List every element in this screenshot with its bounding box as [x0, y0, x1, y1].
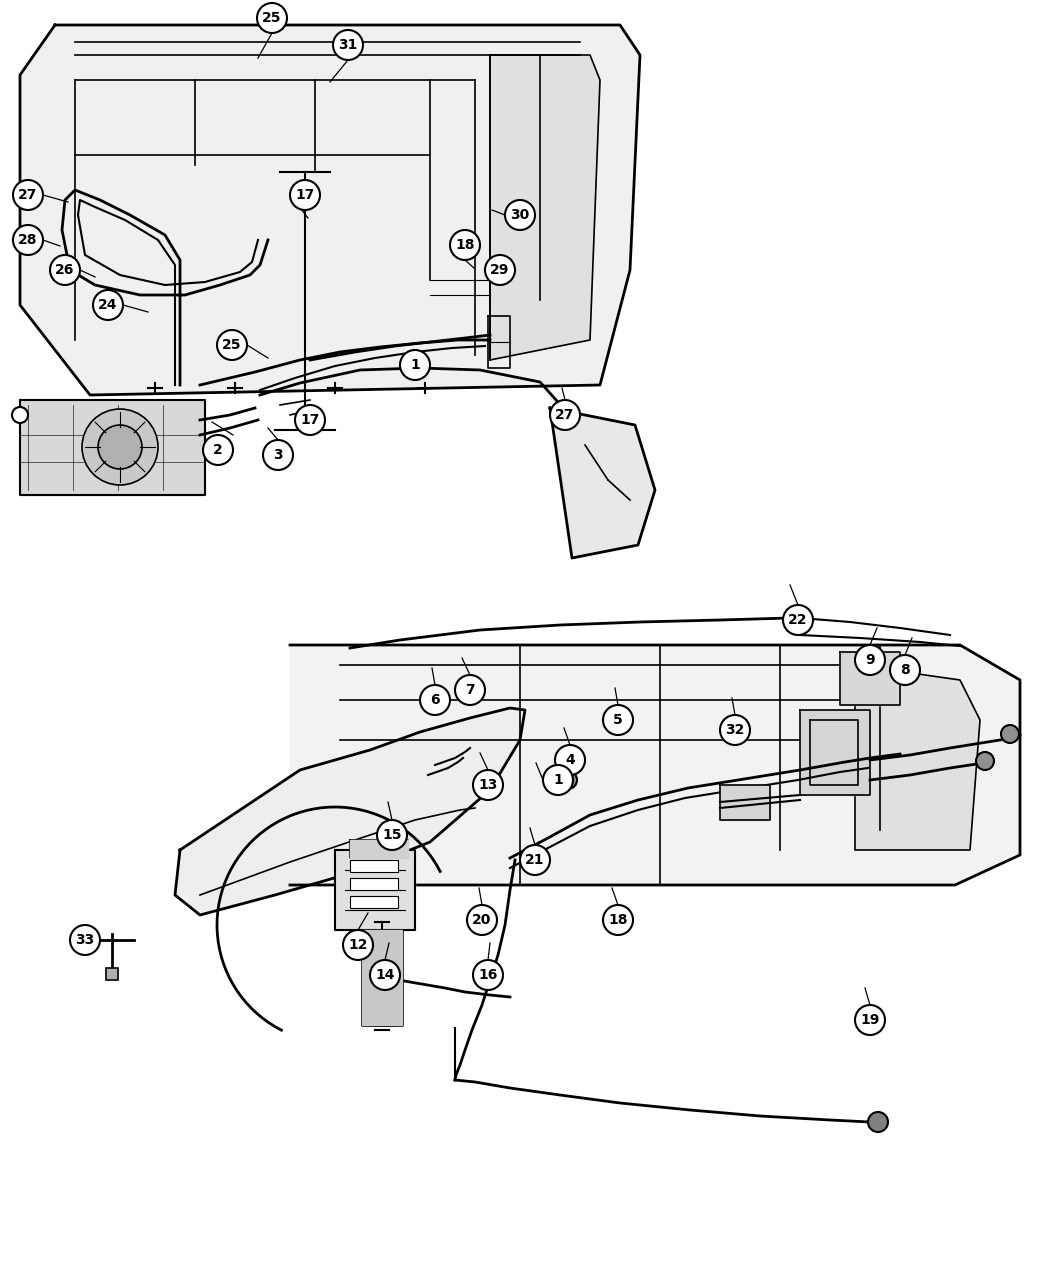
- Circle shape: [93, 289, 123, 320]
- Text: 17: 17: [300, 413, 319, 427]
- Text: 1: 1: [553, 773, 563, 787]
- Polygon shape: [20, 26, 640, 395]
- Text: 26: 26: [56, 263, 75, 277]
- Circle shape: [400, 351, 430, 380]
- Text: 20: 20: [472, 913, 491, 927]
- Text: 1: 1: [411, 358, 420, 372]
- Polygon shape: [350, 840, 408, 858]
- Text: 4: 4: [565, 754, 575, 768]
- Text: 8: 8: [900, 663, 910, 677]
- Circle shape: [472, 770, 503, 799]
- Text: 18: 18: [608, 913, 628, 927]
- Polygon shape: [175, 708, 525, 915]
- Text: 19: 19: [860, 1014, 880, 1026]
- Text: 24: 24: [99, 298, 118, 312]
- Circle shape: [257, 3, 287, 33]
- Text: 5: 5: [613, 713, 623, 727]
- Text: 27: 27: [18, 187, 38, 201]
- Circle shape: [783, 606, 813, 635]
- Circle shape: [333, 31, 363, 60]
- Circle shape: [370, 960, 400, 989]
- Circle shape: [976, 752, 994, 770]
- Circle shape: [890, 655, 920, 685]
- Text: 14: 14: [375, 968, 395, 982]
- Text: 2: 2: [213, 442, 223, 456]
- Text: 25: 25: [223, 338, 242, 352]
- Circle shape: [855, 1005, 885, 1035]
- Circle shape: [203, 435, 233, 465]
- Circle shape: [377, 820, 407, 850]
- Text: 15: 15: [382, 827, 402, 842]
- Text: 18: 18: [456, 238, 475, 252]
- Circle shape: [603, 705, 633, 734]
- Circle shape: [455, 674, 485, 705]
- Circle shape: [262, 440, 293, 470]
- Polygon shape: [350, 896, 398, 908]
- Circle shape: [505, 200, 536, 230]
- Text: 33: 33: [76, 933, 94, 947]
- Circle shape: [295, 405, 326, 435]
- Circle shape: [217, 330, 247, 360]
- Text: 17: 17: [295, 187, 315, 201]
- Text: 28: 28: [18, 233, 38, 247]
- Circle shape: [13, 224, 43, 255]
- Polygon shape: [350, 878, 398, 890]
- Circle shape: [555, 745, 585, 775]
- Text: 21: 21: [525, 853, 545, 867]
- Polygon shape: [490, 55, 600, 360]
- Circle shape: [543, 765, 573, 796]
- Circle shape: [70, 924, 100, 955]
- Polygon shape: [362, 929, 402, 1025]
- Circle shape: [98, 425, 142, 469]
- Text: 13: 13: [479, 778, 498, 792]
- Circle shape: [855, 645, 885, 674]
- Circle shape: [467, 905, 497, 935]
- Text: 29: 29: [490, 263, 509, 277]
- Polygon shape: [550, 408, 655, 558]
- Text: 32: 32: [726, 723, 744, 737]
- Circle shape: [13, 180, 43, 210]
- Polygon shape: [20, 400, 205, 495]
- Polygon shape: [350, 861, 398, 872]
- Text: 27: 27: [555, 408, 574, 422]
- Polygon shape: [855, 666, 980, 850]
- Polygon shape: [106, 968, 118, 980]
- Polygon shape: [840, 652, 900, 705]
- Circle shape: [485, 255, 514, 286]
- Circle shape: [472, 960, 503, 989]
- Text: 12: 12: [349, 938, 368, 952]
- Circle shape: [520, 845, 550, 875]
- Text: 22: 22: [789, 613, 807, 627]
- Text: 3: 3: [273, 448, 282, 462]
- Text: 25: 25: [262, 11, 281, 26]
- Text: 9: 9: [865, 653, 875, 667]
- Circle shape: [50, 255, 80, 286]
- Polygon shape: [290, 645, 1020, 885]
- Circle shape: [1001, 725, 1018, 743]
- Circle shape: [450, 230, 480, 260]
- Circle shape: [12, 407, 28, 423]
- Circle shape: [82, 409, 158, 484]
- Circle shape: [550, 400, 580, 430]
- Circle shape: [868, 1112, 888, 1132]
- Text: 7: 7: [465, 683, 475, 697]
- Circle shape: [343, 929, 373, 960]
- Circle shape: [420, 685, 450, 715]
- Polygon shape: [800, 710, 870, 796]
- Polygon shape: [335, 850, 415, 929]
- Circle shape: [720, 715, 750, 745]
- Polygon shape: [720, 785, 770, 820]
- Text: 31: 31: [338, 38, 358, 52]
- Text: 6: 6: [430, 694, 440, 708]
- Circle shape: [603, 905, 633, 935]
- Circle shape: [290, 180, 320, 210]
- Circle shape: [559, 771, 578, 789]
- Text: 16: 16: [479, 968, 498, 982]
- Text: 30: 30: [510, 208, 529, 222]
